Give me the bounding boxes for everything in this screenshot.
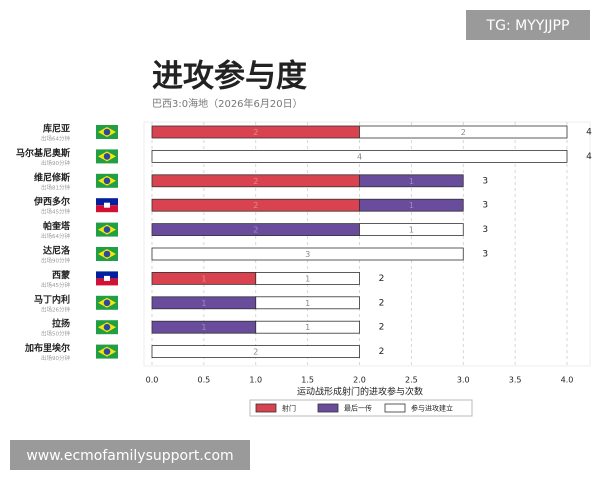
player-minutes: 出场64分钟 [41, 135, 70, 143]
segment-label: 1 [409, 226, 414, 235]
player-name: 维尼修斯 [34, 171, 70, 183]
bar-segment [359, 174, 464, 188]
segment-label: 3 [305, 250, 310, 259]
x-tick-label: 1.5 [301, 376, 314, 385]
total-label: 3 [482, 225, 488, 235]
segment-label: 2 [253, 177, 258, 186]
flag [104, 275, 110, 281]
flag [96, 278, 118, 286]
total-label: 3 [482, 176, 488, 186]
player-minutes: 出场90分钟 [41, 354, 70, 362]
bar-segment [255, 271, 360, 285]
player-minutes: 出场90分钟 [41, 257, 70, 265]
flag [103, 323, 111, 331]
bar-segment [359, 125, 568, 139]
legend-label: 最后一传 [344, 404, 372, 413]
total-label: 2 [379, 274, 385, 284]
legend-frame [249, 399, 473, 417]
total-label: 3 [482, 201, 488, 211]
flag [103, 348, 111, 355]
total-label: 4 [586, 128, 592, 138]
player-minutes: 出场45分钟 [41, 281, 70, 289]
x-tick-label: 2.5 [405, 376, 418, 385]
legend: 射门 最后一传 参与进攻建立 [249, 399, 473, 417]
watermark: TG: MYYJJPP [486, 18, 570, 34]
x-tick-label: 3.5 [509, 376, 522, 385]
x-tick-label: 4.0 [561, 376, 574, 385]
x-axis-label: 运动战形成射门的进攻参与次数 [297, 386, 423, 398]
player-name: 马尔基尼奥斯 [16, 147, 70, 159]
bar-segment [151, 149, 568, 163]
chart-subtitle: 巴西3:0海地（2026年6月20日） [152, 97, 303, 110]
player-name: 库尼亚 [43, 123, 70, 135]
segment-label: 1 [201, 274, 206, 283]
x-tick-label: 1.0 [249, 376, 262, 385]
flag [103, 226, 111, 233]
total-label: 2 [379, 323, 385, 333]
flag [103, 250, 111, 258]
x-tick-label: 0.5 [198, 376, 211, 385]
player-minutes: 出场81分钟 [41, 183, 70, 191]
watermark: www.ecmofamilysupport.com [26, 448, 233, 464]
bar-segment [359, 198, 464, 212]
player-name: 西蒙 [52, 269, 70, 281]
flag [96, 271, 118, 279]
player-name: 拉扬 [52, 318, 70, 330]
flag [96, 205, 118, 213]
segment-label: 4 [357, 152, 362, 161]
player-name: 达尼洛 [43, 245, 71, 257]
segment-label: 1 [409, 201, 414, 210]
segment-label: 2 [461, 128, 466, 137]
bar-segment [151, 345, 360, 359]
x-tick-label: 3.0 [457, 376, 470, 385]
segment-label: 2 [253, 128, 258, 137]
x-tick-label: 0.0 [146, 376, 159, 385]
flag [96, 198, 118, 206]
legend-swatch [317, 403, 339, 413]
total-label: 4 [586, 152, 592, 162]
x-tick-label: 2.0 [353, 376, 366, 385]
player-name: 加布里埃尔 [24, 342, 70, 354]
segment-label: 1 [201, 323, 206, 332]
segment-label: 1 [201, 299, 206, 308]
segment-label: 2 [253, 348, 258, 357]
player-minutes: 出场45分钟 [41, 208, 70, 216]
player-minutes: 出场50分钟 [41, 330, 70, 338]
legend-swatch [255, 403, 277, 413]
bar-segment [359, 223, 464, 237]
segment-label: 1 [305, 299, 310, 308]
chart-title: 进攻参与度 [152, 59, 307, 95]
player-minutes: 出场90分钟 [41, 159, 70, 167]
segment-label: 1 [409, 177, 414, 186]
flag [103, 177, 111, 185]
flag [103, 128, 111, 136]
segment-label: 1 [305, 323, 310, 332]
watermark-box [10, 440, 250, 470]
player-name: 伊西多尔 [33, 196, 70, 208]
flag [104, 202, 110, 208]
legend-label: 射门 [282, 404, 296, 413]
segment-label: 2 [253, 226, 258, 235]
watermark-box [466, 10, 590, 40]
bar-segment [151, 247, 464, 261]
flag [103, 299, 111, 307]
legend-label: 参与进攻建立 [411, 404, 453, 413]
total-label: 2 [379, 347, 385, 357]
total-label: 3 [482, 250, 488, 260]
plot-frame [143, 121, 591, 367]
bar-segment [255, 296, 360, 310]
total-label: 2 [379, 298, 385, 308]
flag [103, 153, 111, 160]
player-name: 马丁内利 [34, 293, 70, 305]
legend-swatch [384, 403, 406, 413]
segment-label: 1 [305, 274, 310, 283]
player-minutes: 出场64分钟 [41, 232, 70, 240]
player-name: 帕奎塔 [43, 220, 71, 232]
player-minutes: 出场26分钟 [41, 305, 70, 313]
segment-label: 2 [253, 201, 258, 210]
bar-segment [255, 320, 360, 334]
